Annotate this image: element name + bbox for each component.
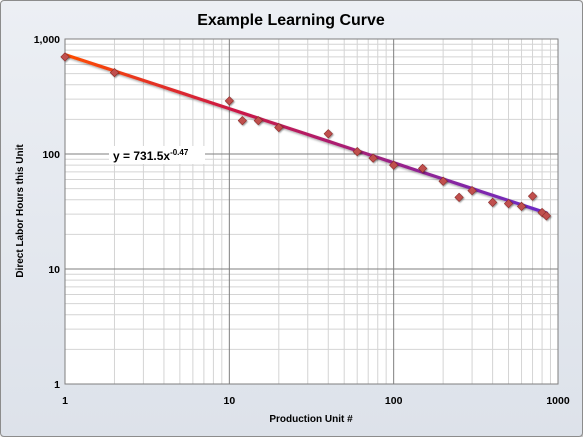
x-tick-label: 1000 (546, 395, 570, 407)
x-tick-label: 100 (385, 395, 403, 407)
data-point-marker (516, 201, 527, 212)
data-point-marker (438, 176, 448, 186)
trendline-equation: y = 731.5x-0.47 (113, 148, 189, 163)
x-tick-label: 1 (62, 395, 68, 407)
equation-text: y = 731.5x (113, 149, 170, 163)
data-point-marker (541, 211, 552, 221)
data-point-marker (503, 199, 514, 209)
y-tick-label: 1 (54, 379, 60, 391)
data-point-marker (467, 186, 477, 196)
x-tick-label: 10 (223, 395, 235, 407)
data-point-marker (253, 116, 263, 126)
data-point-marker (417, 163, 428, 173)
data-point-marker (454, 192, 464, 202)
minor-gridlines (65, 39, 558, 384)
y-axis-label: Direct Labor Hours this Unit (15, 144, 26, 278)
tick-labels: 11 10 10 100 100 1000 1,000 (34, 34, 570, 407)
y-tick-label: 100 (42, 149, 60, 161)
data-point-marker (352, 146, 362, 157)
y-tick-label: 1,000 (34, 34, 60, 46)
equation-box (109, 146, 205, 164)
data-point-marker (389, 160, 399, 170)
plot-area (64, 38, 559, 385)
x-axis-label: Production Unit # (269, 414, 353, 425)
data-point-marker (368, 153, 378, 163)
power-trendline (63, 53, 548, 215)
data-point-marker (527, 191, 538, 201)
equation-exponent: -0.47 (170, 148, 189, 157)
data-point-marker (323, 129, 333, 139)
data-point-marker (224, 96, 234, 106)
major-gridlines (64, 38, 559, 385)
data-points (60, 52, 552, 221)
data-point-marker (274, 122, 284, 133)
chart-title: Example Learning Curve (197, 12, 385, 29)
data-point-marker (109, 68, 120, 78)
y-tick-label: 10 (48, 264, 60, 276)
data-point-marker (60, 52, 70, 62)
data-point-marker (237, 116, 247, 126)
data-point-marker (487, 197, 498, 207)
